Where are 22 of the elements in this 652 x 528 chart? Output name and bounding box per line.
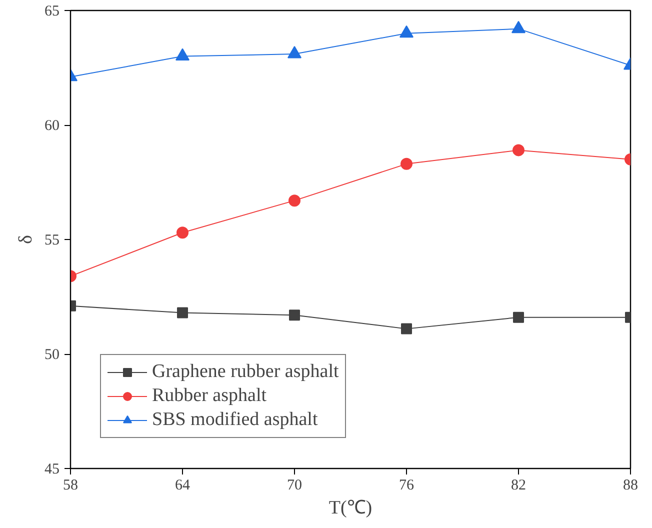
point — [400, 158, 412, 170]
x-tick-label: 64 — [175, 478, 190, 494]
point — [288, 46, 302, 58]
x-tick-label: 70 — [287, 478, 302, 494]
point — [401, 323, 412, 334]
legend-label: Graphene rubber asphalt — [152, 361, 339, 383]
y-tick-label: 50 — [44, 347, 60, 363]
point — [288, 194, 300, 207]
point — [400, 25, 414, 38]
legend-label: Rubber asphalt — [152, 385, 267, 407]
x-tick-label: 82 — [511, 478, 526, 494]
x-axis-title: T(℃) — [328, 498, 372, 518]
legend-label: SBS modified asphalt — [152, 409, 318, 431]
y-tick-label: 60 — [44, 118, 60, 134]
y-axis-title: δ — [16, 234, 36, 244]
x-tick-label: 88 — [623, 478, 638, 494]
y-tick-label: 55 — [44, 232, 60, 248]
x-tick-label: 76 — [399, 478, 414, 494]
point — [289, 310, 300, 321]
y-tick-label: 45 — [44, 462, 60, 478]
y-tick-label: 65 — [44, 4, 60, 20]
x-tick-label: 58 — [63, 478, 78, 494]
